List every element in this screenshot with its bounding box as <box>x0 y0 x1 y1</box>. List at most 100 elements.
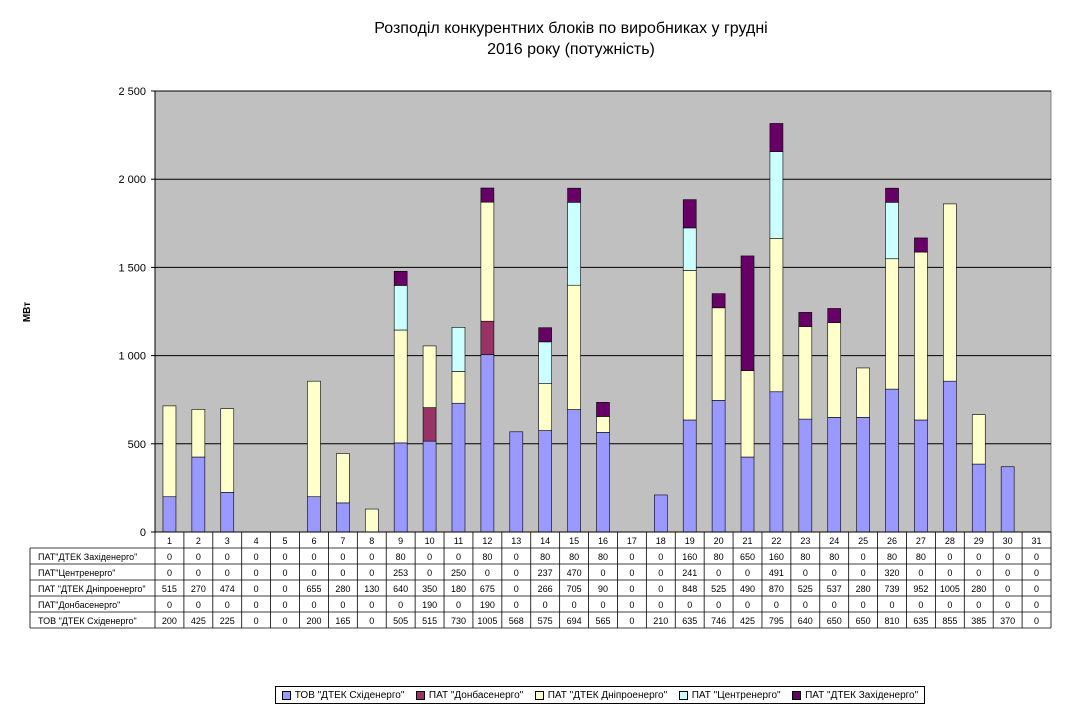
data-label: 0 <box>1034 616 1039 626</box>
x-category-label: 5 <box>283 536 288 546</box>
data-label: 795 <box>769 616 784 626</box>
data-label: 0 <box>254 600 259 610</box>
data-label: 160 <box>682 552 697 562</box>
data-label: 0 <box>918 600 923 610</box>
bar-segment <box>162 405 177 498</box>
data-label: 0 <box>1034 552 1039 562</box>
bar-segment <box>711 307 726 401</box>
x-category-label: 7 <box>340 536 345 546</box>
x-category-label: 9 <box>398 536 403 546</box>
data-label: 80 <box>569 552 579 562</box>
data-label: 0 <box>456 600 461 610</box>
x-category-label: 25 <box>858 536 868 546</box>
legend-item: ПАТ "Центренерго" <box>678 690 781 701</box>
data-label: 385 <box>971 616 986 626</box>
bar-segment <box>856 367 870 418</box>
legend-label: ПАТ "ДТЕК Дніпроенерго" <box>547 689 668 701</box>
bar-segment <box>740 456 755 533</box>
legend-item: ПАТ "ДТЕК Дніпроенерго" <box>534 689 668 701</box>
data-label: 0 <box>254 568 259 578</box>
data-label: 130 <box>364 584 379 594</box>
data-label: 1005 <box>940 584 960 594</box>
x-category-label: 8 <box>369 536 374 546</box>
bar-segment <box>393 270 408 286</box>
data-label: 280 <box>971 584 986 594</box>
bar-segment <box>393 442 408 533</box>
data-label: 694 <box>567 616 582 626</box>
bar-segment <box>798 418 813 533</box>
data-label: 0 <box>283 568 288 578</box>
bar-segment <box>191 409 206 458</box>
data-label: 425 <box>740 616 755 626</box>
data-label: 0 <box>947 600 952 610</box>
data-label: 200 <box>306 616 321 626</box>
y-axis-label: МВт <box>22 302 33 322</box>
data-label: 505 <box>393 616 408 626</box>
bar-segment <box>885 258 899 390</box>
data-label: 0 <box>167 600 172 610</box>
data-label: 80 <box>887 552 897 562</box>
data-label: 0 <box>1005 600 1010 610</box>
data-label: 237 <box>538 568 553 578</box>
bar-segment <box>711 400 726 533</box>
bar-segment <box>885 187 899 203</box>
data-label: 210 <box>653 616 668 626</box>
data-label: 0 <box>340 552 345 562</box>
bar-segment <box>422 440 437 533</box>
data-label: 0 <box>658 584 663 594</box>
data-label: 0 <box>629 616 634 626</box>
table-row-label: ПАТ "ДТЕК Дніпроенерго" <box>38 584 146 594</box>
data-label: 1005 <box>477 616 497 626</box>
data-label: 0 <box>832 600 837 610</box>
data-label: 0 <box>485 568 490 578</box>
data-label: 568 <box>509 616 524 626</box>
data-label: 0 <box>1034 568 1039 578</box>
data-label: 0 <box>225 600 230 610</box>
x-category-label: 15 <box>569 536 579 546</box>
data-label: 640 <box>798 616 813 626</box>
data-label: 0 <box>687 600 692 610</box>
y-tick-label: 1 000 <box>118 351 146 363</box>
bar-segment <box>769 391 784 533</box>
data-label: 80 <box>800 552 810 562</box>
data-label: 730 <box>451 616 466 626</box>
data-label: 165 <box>335 616 350 626</box>
data-label: 0 <box>600 568 605 578</box>
data-label: 0 <box>311 600 316 610</box>
x-category-label: 21 <box>743 536 753 546</box>
data-label: 0 <box>629 600 634 610</box>
data-label: 0 <box>629 552 634 562</box>
data-label: 0 <box>976 600 981 610</box>
chart-title-line-1: Розподіл конкурентних блоків по виробник… <box>374 20 768 37</box>
data-label: 0 <box>803 600 808 610</box>
data-label: 0 <box>1005 552 1010 562</box>
bar-segment <box>943 380 957 533</box>
bar-segment <box>682 199 697 229</box>
bar-segment <box>740 255 755 371</box>
bar-segment <box>971 463 986 533</box>
data-label: 0 <box>196 568 201 578</box>
data-label: 0 <box>167 568 172 578</box>
bar-segment <box>827 322 842 418</box>
bar-segment <box>336 502 350 533</box>
x-category-label: 28 <box>945 536 955 546</box>
data-label: 635 <box>913 616 928 626</box>
data-label: 280 <box>335 584 350 594</box>
data-label: 0 <box>514 568 519 578</box>
data-label: 0 <box>1034 584 1039 594</box>
y-tick-label: 0 <box>140 527 146 539</box>
data-label: 190 <box>422 600 437 610</box>
x-category-label: 11 <box>454 536 463 546</box>
bar-segment <box>769 151 784 239</box>
data-label: 491 <box>769 568 784 578</box>
data-label: 0 <box>629 568 634 578</box>
data-label: 490 <box>740 584 755 594</box>
data-label: 80 <box>714 552 724 562</box>
data-label: 370 <box>1000 616 1015 626</box>
data-label: 80 <box>598 552 608 562</box>
data-label: 0 <box>254 552 259 562</box>
data-label: 640 <box>393 584 408 594</box>
data-label: 253 <box>393 568 408 578</box>
data-label: 0 <box>1005 568 1010 578</box>
x-category-label: 3 <box>225 536 230 546</box>
